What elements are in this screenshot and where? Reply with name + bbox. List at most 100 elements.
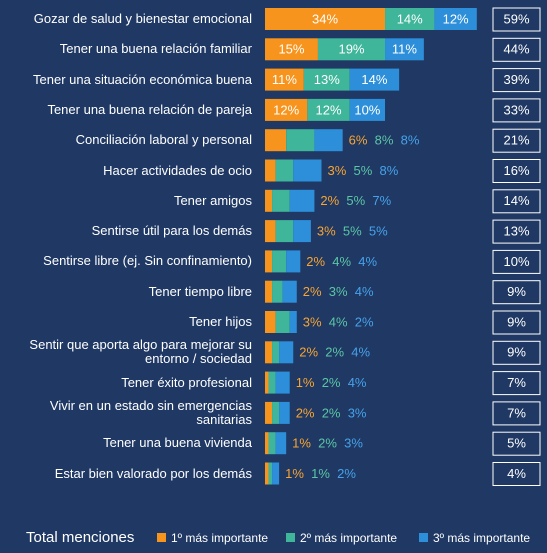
- total-box: [492, 189, 541, 214]
- total-box: [492, 401, 541, 426]
- total-label: 7%: [507, 405, 526, 420]
- category-label: Tener una buena relación de pareja: [47, 101, 252, 117]
- value-label: 14%: [397, 11, 423, 26]
- value-label: 5%: [369, 224, 388, 239]
- total-box: [492, 340, 541, 365]
- value-label: 4%: [355, 284, 374, 299]
- bar-segment: [265, 280, 273, 303]
- value-label: 14%: [361, 72, 387, 87]
- bar-segment: [434, 8, 477, 30]
- value-label: 5%: [346, 193, 365, 208]
- total-box: [492, 98, 541, 123]
- category-label: Tener amigos: [173, 192, 252, 208]
- value-label: 4%: [329, 314, 348, 329]
- bar-segment: [268, 371, 276, 394]
- total-box: [492, 371, 541, 396]
- bar-segment: [272, 462, 280, 485]
- category-label: Sentirse útil para los demás: [91, 223, 252, 239]
- bar-segment: [272, 280, 283, 303]
- bar-segment: [272, 401, 280, 424]
- legend-label: 2º más importante: [300, 531, 397, 545]
- bar-segment: [265, 220, 276, 243]
- total-label: 14%: [503, 193, 529, 208]
- total-box: [492, 280, 541, 305]
- legend-label: 1º más importante: [171, 531, 268, 545]
- bar-segment: [265, 462, 269, 485]
- bar-segment: [279, 401, 290, 424]
- value-label: 2%: [299, 345, 318, 360]
- bar-segment: [275, 311, 290, 333]
- legend-title: Total menciones: [26, 529, 134, 546]
- category-label: Vivir en un estado sin emergencias sanit…: [49, 397, 252, 427]
- value-label: 11%: [272, 72, 297, 87]
- bar-segment: [272, 189, 290, 212]
- total-label: 39%: [503, 72, 529, 87]
- category-label: Estar bien valorado por los demás: [54, 465, 252, 481]
- bar-segment: [289, 189, 315, 212]
- total-box: [492, 68, 541, 93]
- total-label: 13%: [503, 224, 529, 239]
- total-label: 9%: [507, 284, 526, 299]
- value-label: 3%: [317, 224, 336, 239]
- bar-segment: [265, 189, 273, 212]
- bar-segment: [265, 371, 269, 394]
- value-label: 2%: [306, 254, 325, 269]
- bar-segment: [282, 280, 297, 303]
- value-label: 2%: [322, 405, 341, 420]
- value-label: 3%: [329, 284, 348, 299]
- total-box: [492, 249, 541, 274]
- bar-segment: [275, 220, 294, 243]
- total-box: [492, 128, 541, 153]
- value-label: 3%: [344, 436, 363, 451]
- value-label: 4%: [358, 254, 377, 269]
- bar-segment: [272, 250, 287, 273]
- category-label: Tener una buena relación familiar: [59, 41, 252, 57]
- bar-segment: [289, 311, 297, 333]
- total-label: 10%: [503, 254, 529, 269]
- value-label: 2%: [318, 436, 337, 451]
- bar-segment: [265, 38, 318, 61]
- bar-segment: [265, 401, 273, 424]
- value-label: 5%: [353, 163, 372, 178]
- bar-segment: [349, 68, 400, 91]
- value-label: 1%: [311, 466, 330, 481]
- bar-segment: [275, 159, 294, 182]
- category-label: Sentirse libre (ej. Sin confinamiento): [43, 253, 252, 269]
- bar-segment: [265, 129, 287, 152]
- bar-segment: [265, 68, 304, 91]
- bar-segment: [385, 38, 424, 61]
- value-label: 2%: [322, 375, 341, 390]
- bar-segment: [293, 159, 322, 182]
- value-label: 2%: [296, 405, 315, 420]
- bar-segment: [317, 38, 386, 61]
- value-label: 2%: [320, 193, 339, 208]
- value-label: 3%: [327, 163, 346, 178]
- category-label: Tener hijos: [189, 314, 252, 329]
- value-label: 5%: [343, 224, 362, 239]
- value-label: 4%: [348, 375, 367, 390]
- legend-swatch: [419, 533, 428, 542]
- category-label: Tener una situación económica buena: [33, 71, 252, 87]
- value-label: 2%: [303, 284, 322, 299]
- bar-segment: [272, 341, 280, 364]
- value-label: 4%: [332, 254, 351, 269]
- total-box: [492, 219, 541, 244]
- value-label: 8%: [401, 133, 420, 148]
- bar-segment: [303, 68, 350, 91]
- total-box: [492, 159, 541, 183]
- total-label: 9%: [507, 345, 526, 360]
- category-label: Tener una buena vivienda: [103, 435, 252, 451]
- bar-segment: [275, 432, 287, 455]
- total-label: 4%: [507, 466, 526, 481]
- value-label: 1%: [296, 375, 315, 390]
- value-label: 2%: [355, 314, 374, 329]
- category-label: Sentir que aporta algo para mejorar su e…: [29, 337, 252, 367]
- bar-segment: [385, 8, 435, 30]
- category-label: Gozar de salud y bienestar emocional: [33, 11, 252, 26]
- total-label: 5%: [507, 436, 526, 451]
- value-label: 7%: [372, 193, 391, 208]
- value-label: 34%: [312, 11, 338, 26]
- value-label: 6%: [349, 133, 368, 148]
